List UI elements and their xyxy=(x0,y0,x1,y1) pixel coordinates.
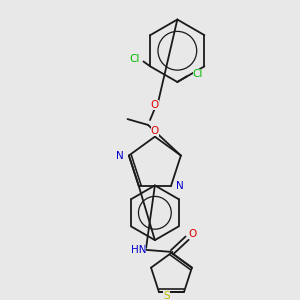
Text: Cl: Cl xyxy=(193,69,203,79)
Text: O: O xyxy=(151,126,159,136)
Text: O: O xyxy=(151,100,159,110)
Text: S: S xyxy=(163,291,170,300)
Text: O: O xyxy=(189,229,197,239)
Text: N: N xyxy=(116,151,124,160)
Text: Cl: Cl xyxy=(130,54,140,64)
Text: HN: HN xyxy=(130,245,146,255)
Text: N: N xyxy=(176,181,184,191)
